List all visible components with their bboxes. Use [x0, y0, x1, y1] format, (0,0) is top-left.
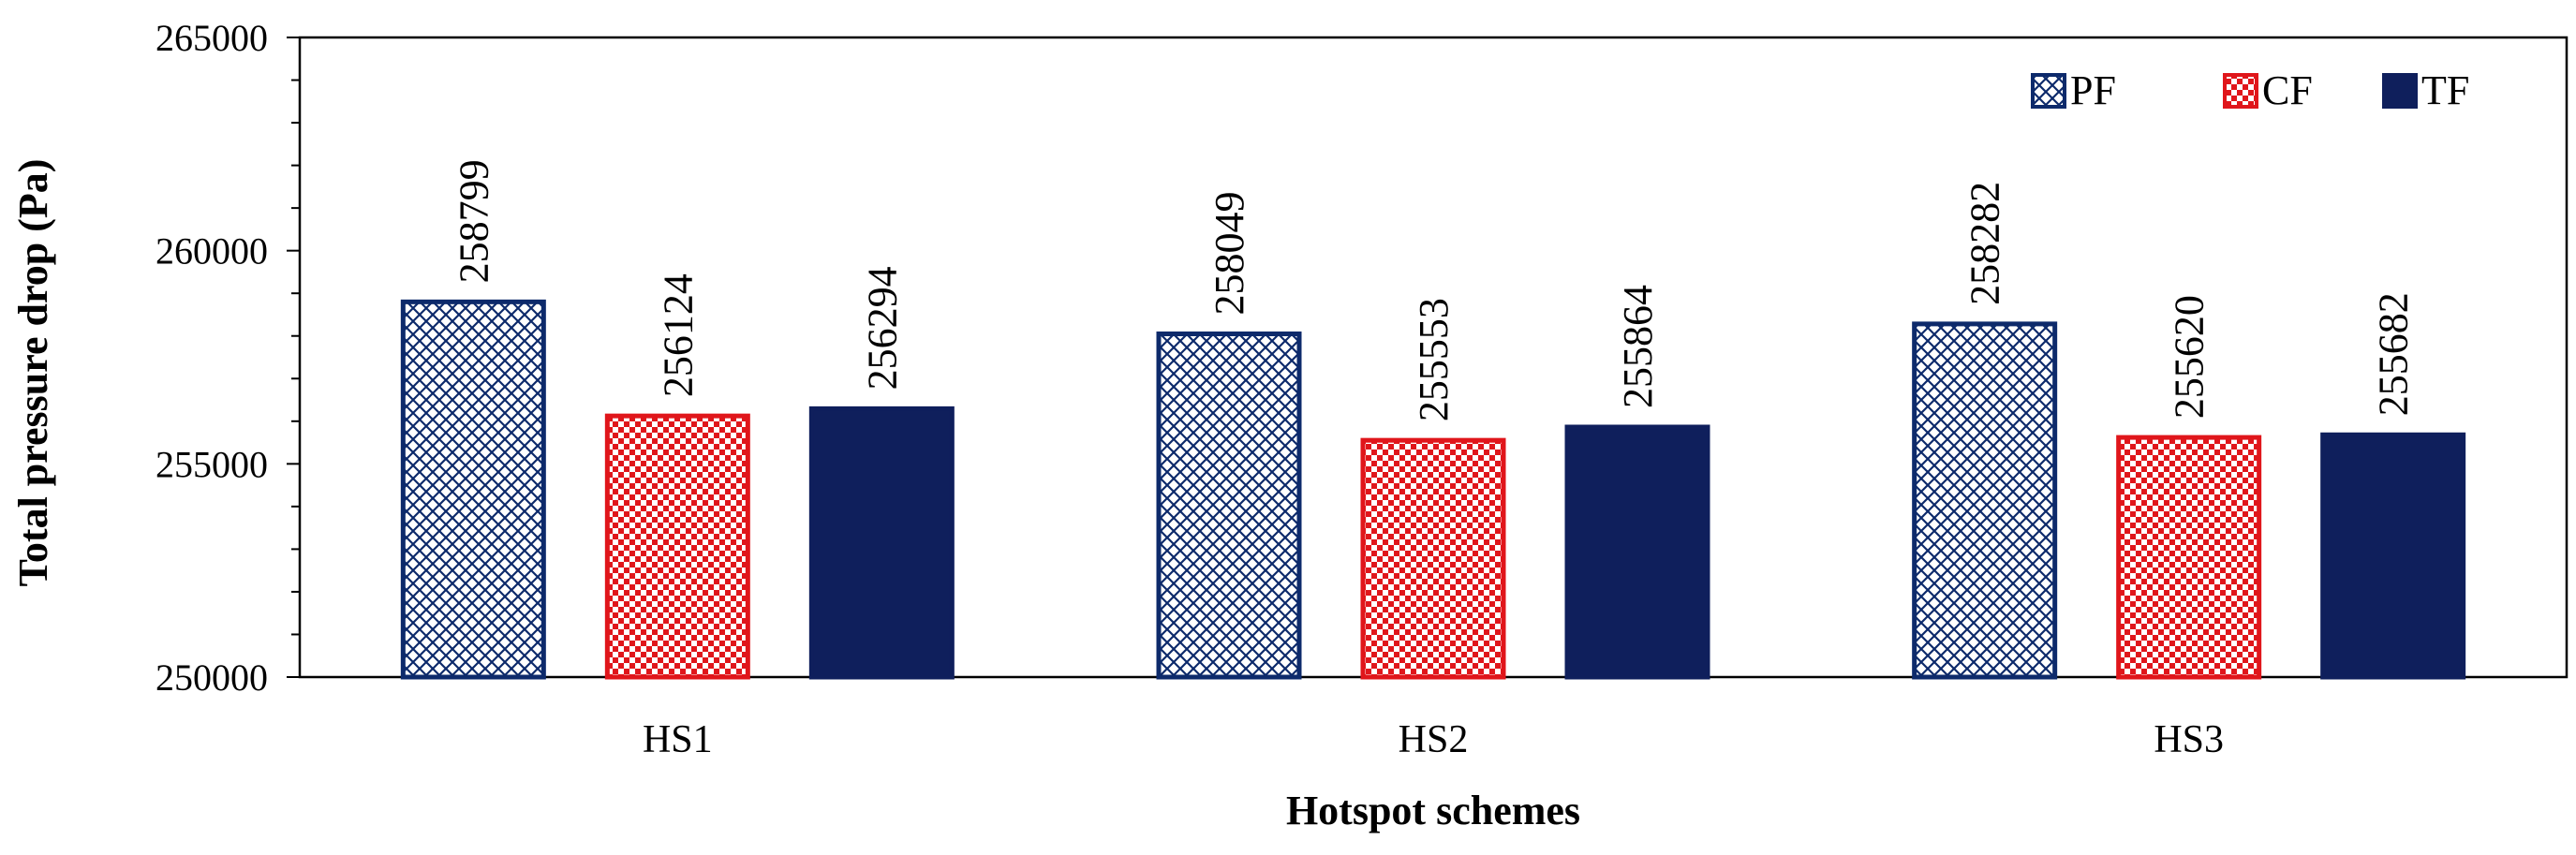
y-tick-label: 250000 [155, 656, 268, 699]
legend-swatch-cf [2223, 73, 2258, 109]
bar-cf-hs1 [604, 413, 750, 680]
x-tick-label: HS3 [2154, 718, 2224, 761]
y-tick-label: 260000 [155, 230, 268, 273]
bar-pf-hs1 [400, 299, 546, 680]
bar-pf-hs3 [1912, 321, 2058, 680]
x-tick-label: HS2 [1399, 718, 1469, 761]
bar-pf-hs2 [1156, 332, 1302, 680]
data-label: 256294 [859, 266, 905, 390]
bar-tf-hs1 [808, 405, 955, 680]
data-label: 258049 [1207, 192, 1252, 316]
y-axis: 250000 255000 260000 265000 [155, 17, 300, 699]
bar-cf-hs2 [1360, 437, 1506, 680]
data-label: 255553 [1411, 298, 1457, 421]
x-axis-title: Hotspot schemes [1286, 788, 1580, 833]
y-tick-label: 255000 [155, 443, 268, 485]
data-label: 255682 [2371, 292, 2417, 416]
legend-label-cf: CF [2262, 67, 2313, 113]
y-tick-label: 265000 [155, 17, 268, 59]
data-label: 256124 [655, 273, 701, 397]
data-label: 258799 [451, 159, 496, 283]
legend-label-pf: PF [2070, 67, 2116, 113]
bar-cf-hs3 [2116, 435, 2262, 680]
y-axis-title: Total pressure drop (Pa) [10, 159, 56, 587]
bars [400, 299, 2466, 680]
data-labels: 258799 256124 256294 258049 255553 255864 2582… [451, 159, 2416, 421]
x-tick-label: HS1 [643, 718, 713, 761]
legend-label-tf: TF [2421, 67, 2469, 113]
data-label: 258282 [1962, 182, 2008, 305]
bar-tf-hs2 [1564, 424, 1710, 680]
data-label: 255864 [1615, 285, 1661, 408]
x-axis: HS1 HS2 HS3 [643, 718, 2224, 761]
legend-swatch-tf [2382, 73, 2418, 109]
legend: PF CF TF [2031, 67, 2469, 113]
bar-tf-hs3 [2320, 432, 2466, 680]
legend-swatch-pf [2031, 73, 2066, 109]
data-label: 255620 [2167, 295, 2213, 419]
